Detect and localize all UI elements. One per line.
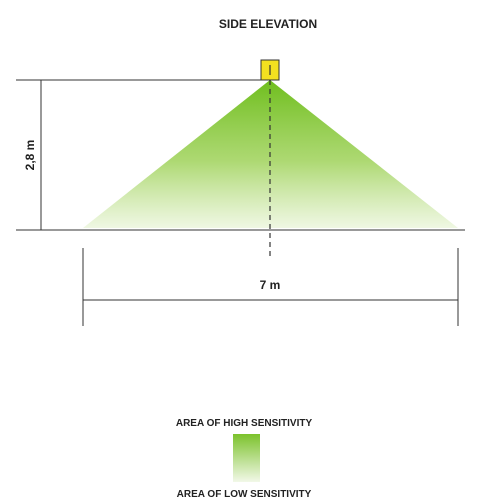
width-label: 7 m xyxy=(260,278,281,292)
legend-high-label: AREA OF HIGH SENSITIVITY xyxy=(176,418,313,429)
legend-low-label: AREA OF LOW SENSITIVITY xyxy=(177,489,312,500)
diagram-title: SIDE ELEVATION xyxy=(219,17,317,31)
height-label: 2,8 m xyxy=(23,140,37,171)
legend-gradient-swatch xyxy=(233,434,260,482)
